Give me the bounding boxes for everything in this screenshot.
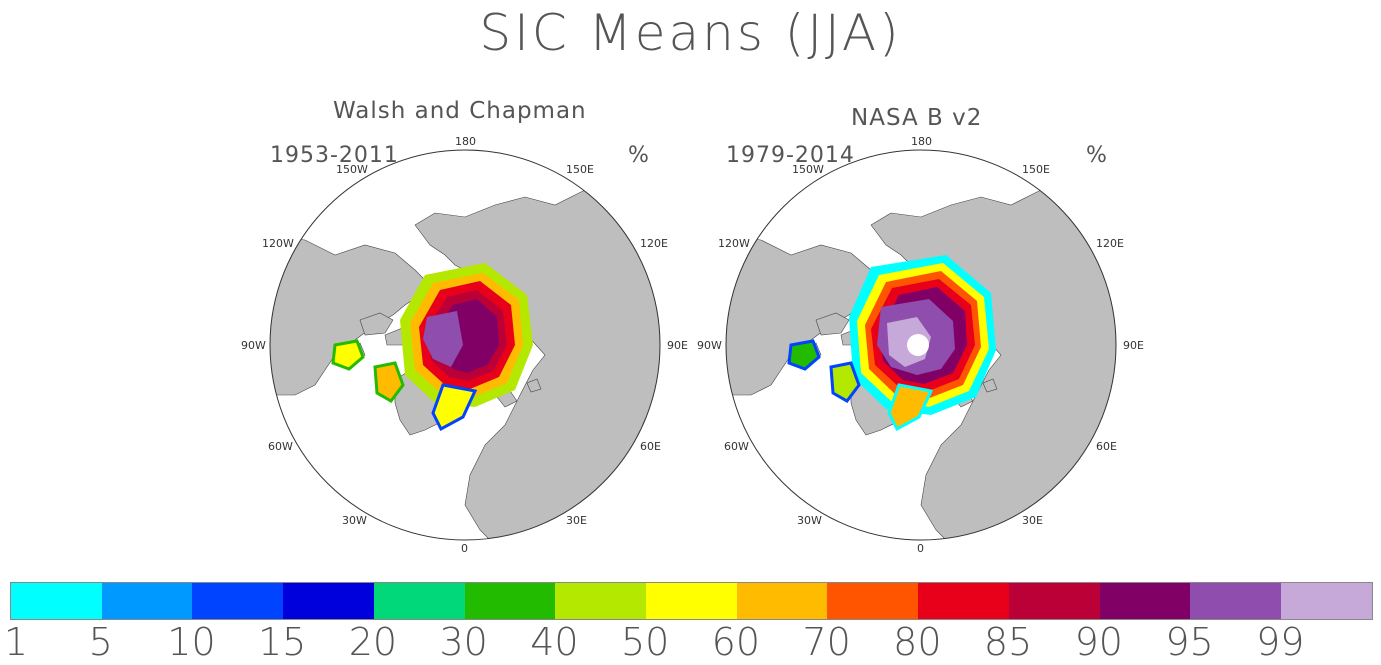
colorbar-segment xyxy=(918,583,1009,619)
lon-label-right-2: 120E xyxy=(1096,237,1124,250)
colorbar-segment xyxy=(192,583,284,619)
lon-label-right-5: 30E xyxy=(1022,514,1043,527)
colorbar-tick-label: 60 xyxy=(711,620,761,664)
lon-label-left-8: 60W xyxy=(268,440,293,453)
colorbar-segment xyxy=(101,583,193,619)
colorbar-segment xyxy=(827,583,919,619)
colorbar xyxy=(10,582,1373,620)
lon-label-left-7: 30W xyxy=(342,514,367,527)
colorbar-tick-label: 80 xyxy=(893,620,942,664)
panel-years-left: 1953-2011 xyxy=(270,143,399,168)
lon-label-left-2: 120E xyxy=(640,237,668,250)
colorbar-segment xyxy=(646,583,737,619)
lon-label-left-10: 120W xyxy=(262,237,294,250)
lon-label-left-3: 90E xyxy=(667,339,688,352)
ice-greenland-east xyxy=(431,383,478,432)
colorbar-segment xyxy=(1281,583,1372,619)
lon-label-left-1: 150E xyxy=(566,163,594,176)
lon-label-left-11: 150W xyxy=(336,163,368,176)
colorbar-segment xyxy=(555,583,647,619)
panel-title-right: NASA B v2 xyxy=(851,105,983,131)
colorbar-tick-label: 95 xyxy=(1165,620,1214,664)
lon-label-right-11: 150W xyxy=(792,163,824,176)
lon-label-right-3: 90E xyxy=(1123,339,1144,352)
panel-units-right: % xyxy=(1086,143,1107,168)
colorbar-tick-label: 40 xyxy=(530,620,579,664)
panel-title-left: Walsh and Chapman xyxy=(333,98,587,124)
lon-label-right-10: 120W xyxy=(718,237,750,250)
colorbar-segment xyxy=(11,583,102,619)
ice-hudson xyxy=(787,339,821,371)
lon-label-left-0: 180 xyxy=(455,135,476,148)
colorbar-segment xyxy=(464,583,556,619)
lon-label-right-9: 90W xyxy=(697,339,722,352)
colorbar-tick-label: 10 xyxy=(167,620,216,664)
colorbar-tick-label: 70 xyxy=(802,620,851,664)
panel-units-left: % xyxy=(628,143,649,168)
colorbar-tick-label: 50 xyxy=(620,620,670,664)
colorbar-segment xyxy=(373,583,465,619)
colorbar-segment xyxy=(1190,583,1282,619)
ice-band-95 xyxy=(423,311,463,367)
pole-hole xyxy=(907,334,929,356)
ice-baffin xyxy=(373,361,405,403)
lon-label-right-1: 150E xyxy=(1022,163,1050,176)
lon-label-left-9: 90W xyxy=(241,339,266,352)
lon-label-right-8: 60W xyxy=(724,440,749,453)
lon-label-right-0: 180 xyxy=(911,135,932,148)
ice-greenland-east xyxy=(887,383,934,432)
colorbar-segment xyxy=(736,583,828,619)
lon-label-right-4: 60E xyxy=(1096,440,1117,453)
ice-baffin xyxy=(829,361,861,403)
ice-hudson xyxy=(331,339,365,371)
colorbar-segment xyxy=(1099,583,1191,619)
colorbar-tick-label: 90 xyxy=(1074,620,1123,664)
sea-ice-map-left xyxy=(269,149,661,541)
lon-label-left-4: 60E xyxy=(640,440,661,453)
colorbar-tick-label: 5 xyxy=(88,620,113,664)
main-title: SIC Means (JJA) xyxy=(479,4,902,62)
land-north-america xyxy=(270,234,431,396)
lon-label-left-6: 0 xyxy=(461,542,468,555)
lon-label-right-6: 0 xyxy=(917,542,924,555)
colorbar-tick-label: 30 xyxy=(439,620,488,664)
colorbar-tick-label: 85 xyxy=(983,620,1033,664)
colorbar-segment xyxy=(283,583,374,619)
colorbar-tick-label: 1 xyxy=(3,620,29,664)
sea-ice-map-right xyxy=(725,149,1117,541)
colorbar-tick-label: 15 xyxy=(258,620,307,664)
colorbar-segment xyxy=(1008,583,1100,619)
colorbar-tick-label: 99 xyxy=(1256,620,1305,664)
panel-years-right: 1979-2014 xyxy=(726,143,855,168)
lon-label-left-5: 30E xyxy=(566,514,587,527)
lon-label-right-7: 30W xyxy=(797,514,822,527)
colorbar-tick-label: 20 xyxy=(348,620,398,664)
